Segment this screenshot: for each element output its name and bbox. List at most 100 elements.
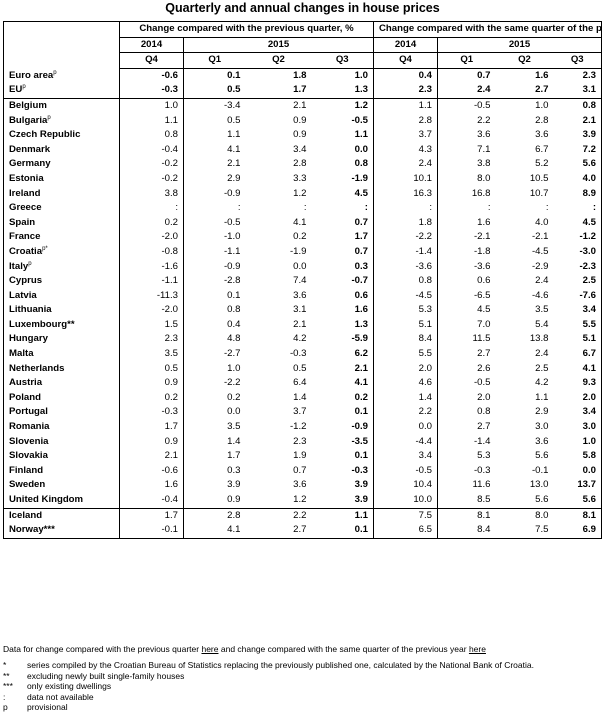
table-row: France -2.0 -1.0 0.2 1.7 -2.2 -2.1 -2.1 -1.2 (3, 230, 603, 245)
table-row: Netherlands 0.5 1.0 0.5 2.1 2.0 2.6 2.5 4.1 (3, 361, 603, 377)
yoy-value: 2.4 (535, 348, 549, 360)
qoq-value: 1.7 (119, 420, 184, 435)
qoq-value: : (119, 201, 184, 216)
yoy-value: 0.8 (553, 97, 603, 114)
yoy-value: 5.2 (535, 158, 549, 170)
footnote: ** excluding newly built single-family ho… (3, 671, 534, 682)
table-row: Greece:::::::: (3, 201, 603, 216)
qoq-data-link[interactable]: here (201, 644, 219, 654)
yoy-value: 4.0 (553, 171, 603, 187)
yoy-value: 16.3 (373, 186, 438, 202)
qoq-value: 1.6 (311, 303, 374, 318)
footnote-marker: p* (42, 245, 48, 252)
qoq-value: -1.9 (311, 171, 374, 187)
qoq-value: 1.1 (311, 128, 374, 143)
header-quarter: Q1 (437, 52, 496, 69)
country-name: Greece (3, 201, 120, 216)
table-row: EUp -0.3 0.5 1.7 1.3 2.3 2.4 2.7 3.1 (3, 83, 603, 99)
qoq-value: -0.2 (119, 157, 184, 172)
yoy-value: 16.8 (471, 187, 491, 199)
yoy-value: 3.6 (535, 129, 549, 141)
yoy-value: 8.1 (437, 507, 496, 524)
qoq-value: 1.3 (311, 83, 374, 99)
header-quarter: Q1 (183, 52, 246, 69)
qoq-value: 0.3 (311, 259, 374, 275)
qoq-value: -0.3 (119, 83, 184, 99)
qoq-value: 3.9 (311, 493, 374, 509)
qoq-value: : (311, 201, 374, 216)
qoq-value: 0.5 (227, 114, 241, 126)
footnote: p provisional (3, 702, 534, 713)
qoq-value: -0.9 (223, 187, 241, 199)
qoq-value: 1.9 (293, 450, 307, 462)
yoy-value: -0.5 (437, 97, 496, 114)
qoq-value: 3.9 (227, 479, 241, 491)
yoy-value: 0.4 (373, 68, 438, 84)
country-label: Norway*** (9, 524, 55, 536)
qoq-value: -2.0 (119, 230, 184, 245)
yoy-value: 5.5 (553, 317, 603, 333)
qoq-value: 2.7 (245, 523, 312, 539)
qoq-value: 3.4 (293, 143, 307, 155)
yoy-value: 3.4 (553, 303, 603, 318)
yoy-value: 7.0 (477, 318, 491, 330)
qoq-value: 6.2 (311, 347, 374, 362)
table-row: Cyprus -1.1 -2.8 7.4 -0.7 0.8 0.6 2.4 2.5 (3, 274, 603, 289)
country-label: United Kingdom (9, 494, 84, 505)
yoy-value: 2.4 (535, 275, 549, 287)
qoq-value: 0.1 (311, 449, 374, 464)
yoy-value: 2.8 (373, 113, 438, 129)
footer-text: Data for change compared with the previo… (3, 644, 200, 654)
yoy-value: 5.6 (553, 493, 603, 509)
country-label: Lithuania (9, 304, 52, 316)
yoy-value: : (545, 202, 549, 214)
yoy-value: 3.4 (373, 449, 438, 464)
yoy-value: 10.7 (529, 187, 549, 199)
country-name: Portugal (3, 405, 120, 421)
yoy-value: 8.5 (477, 494, 491, 505)
qoq-value: 0.2 (293, 231, 307, 243)
country-label: Czech Republic (9, 129, 81, 141)
yoy-value: 2.5 (535, 362, 549, 374)
yoy-value: -2.9 (531, 260, 549, 272)
yoy-value: 8.0 (495, 507, 554, 524)
country-label: Euro area (9, 69, 54, 81)
yoy-value: -3.0 (553, 244, 603, 260)
qoq-value: 0.3 (227, 464, 241, 476)
country-name: Estonia (3, 171, 120, 187)
yoy-value: : (553, 201, 603, 216)
yoy-value: -4.6 (531, 289, 549, 301)
yoy-value: 13.0 (529, 479, 549, 491)
table-row: Luxembourg** 1.5 0.4 2.1 1.3 5.1 7.0 5.4 5.5 (3, 317, 603, 333)
yoy-value: 4.0 (535, 216, 549, 228)
qoq-value: 1.3 (311, 317, 374, 333)
country-label: Netherlands (9, 362, 65, 374)
qoq-value: 1.7 (293, 84, 307, 96)
header-year: 2015 (437, 36, 603, 53)
qoq-value: -0.9 (311, 420, 374, 435)
qoq-value: 0.5 (293, 362, 307, 374)
footnotes: * series compiled by the Croatian Bureau … (3, 660, 534, 713)
table-row: Austria 0.9 -2.2 6.4 4.1 4.6 -0.5 4.2 9.3 (3, 376, 603, 391)
yoy-value: 10.4 (373, 478, 438, 493)
qoq-value: 3.9 (311, 478, 374, 493)
yoy-data-link[interactable]: here (468, 644, 486, 654)
country-name: Germany (3, 157, 120, 172)
yoy-value: 1.8 (373, 215, 438, 231)
table-row: Italyp -1.6 -0.9 0.0 0.3 -3.6 -3.6 -2.9 -2.3 (3, 259, 603, 275)
qoq-value: 0.9 (119, 434, 184, 450)
header-quarter: Q4 (119, 52, 184, 69)
country-name: Czech Republic (3, 128, 120, 143)
yoy-value: 0.0 (373, 420, 438, 435)
yoy-value: -0.1 (531, 464, 549, 476)
country-name: Iceland (3, 507, 120, 524)
qoq-value: 0.2 (311, 390, 374, 406)
yoy-value: 10.1 (373, 171, 438, 187)
qoq-value: -2.7 (223, 348, 241, 360)
yoy-value: -0.3 (473, 464, 491, 476)
qoq-value: 1.1 (227, 129, 241, 141)
country-name: Bulgariap (3, 113, 120, 129)
yoy-value: 4.2 (535, 377, 549, 389)
header-yoy: Change compared with the same quarter of… (373, 21, 603, 38)
table-row: Malta 3.5 -2.7 -0.3 6.2 5.5 2.7 2.4 6.7 (3, 347, 603, 362)
